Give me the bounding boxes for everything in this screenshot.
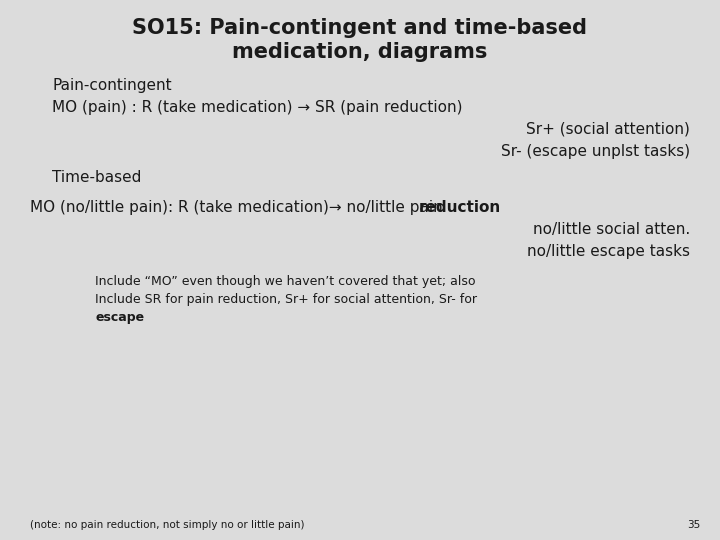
Text: Sr- (escape unplst tasks): Sr- (escape unplst tasks)	[501, 144, 690, 159]
Text: Sr+ (social attention): Sr+ (social attention)	[526, 122, 690, 137]
Text: (note: no pain reduction, not simply no or little pain): (note: no pain reduction, not simply no …	[30, 520, 305, 530]
Text: medication, diagrams: medication, diagrams	[233, 42, 487, 62]
Text: Pain-contingent: Pain-contingent	[52, 78, 171, 93]
Text: MO (pain) : R (take medication) → SR (pain reduction): MO (pain) : R (take medication) → SR (pa…	[52, 100, 462, 115]
Text: reduction: reduction	[419, 200, 501, 215]
Text: Time-based: Time-based	[52, 170, 141, 185]
Text: Include “MO” even though we haven’t covered that yet; also: Include “MO” even though we haven’t cove…	[95, 275, 475, 288]
Text: no/little social atten.: no/little social atten.	[533, 222, 690, 237]
Text: 35: 35	[687, 520, 700, 530]
Text: SO15: Pain-contingent and time-based: SO15: Pain-contingent and time-based	[132, 18, 588, 38]
Text: Include SR for pain reduction, Sr+ for social attention, Sr- for: Include SR for pain reduction, Sr+ for s…	[95, 293, 477, 306]
Text: no/little escape tasks: no/little escape tasks	[527, 244, 690, 259]
Text: escape: escape	[95, 311, 144, 324]
Text: MO (no/little pain): R (take medication)→ no/little pain: MO (no/little pain): R (take medication)…	[30, 200, 448, 215]
